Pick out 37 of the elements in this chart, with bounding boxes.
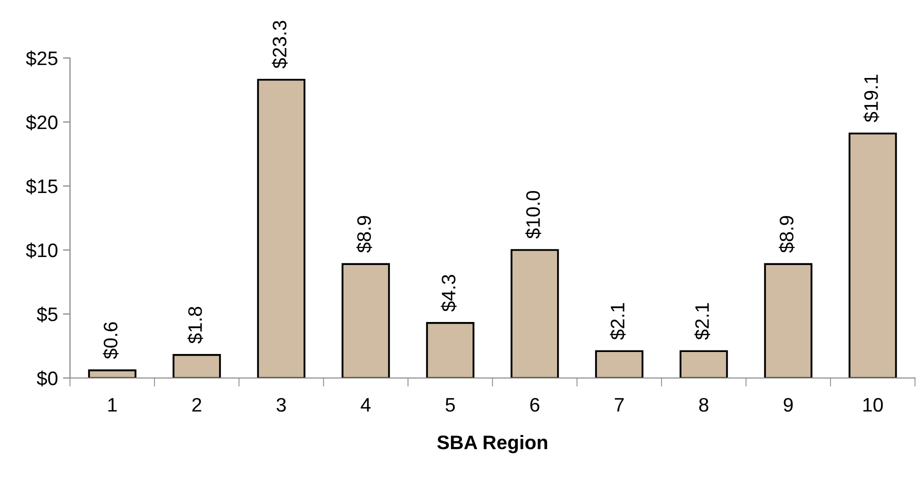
x-tick-label: 9 [784,398,793,412]
bar [172,354,221,378]
data-label: $2.1 [694,303,710,340]
data-label: $2.1 [610,303,626,340]
bar [426,322,474,378]
x-tick-label: 1 [108,398,117,412]
y-tick-label: $5 [36,306,58,322]
data-label: $4.3 [440,274,457,312]
data-label: $10.0 [525,190,542,239]
x-tick-label: 7 [614,398,624,412]
y-tick-label: $20 [26,114,58,130]
y-tick-label: $15 [26,178,58,194]
data-label: $19.1 [863,74,880,122]
bar [257,78,306,378]
bar [680,350,728,378]
y-tick-label: $10 [26,242,58,258]
x-tick-label: 6 [530,398,540,412]
data-label: $1.8 [187,306,204,344]
x-axis-title: SBA Region [437,435,548,454]
bar [510,249,559,378]
x-tick-label: 10 [863,398,883,412]
bar [595,350,644,378]
x-tick-label: 5 [446,398,455,412]
bar [342,263,390,378]
y-tick-label: $0 [36,370,58,386]
data-label: $8.9 [778,216,795,253]
x-tick-label: 4 [360,398,371,412]
y-tick-label: $25 [26,50,58,66]
x-tick-label: 2 [192,398,202,412]
data-label: $0.6 [102,322,119,359]
data-label: $23.3 [272,20,288,68]
bar [848,132,897,378]
bar [88,369,136,378]
x-tick-label: 8 [699,398,708,412]
data-label: $8.9 [356,216,372,253]
bar [764,263,812,378]
x-tick-label: 3 [276,398,286,412]
